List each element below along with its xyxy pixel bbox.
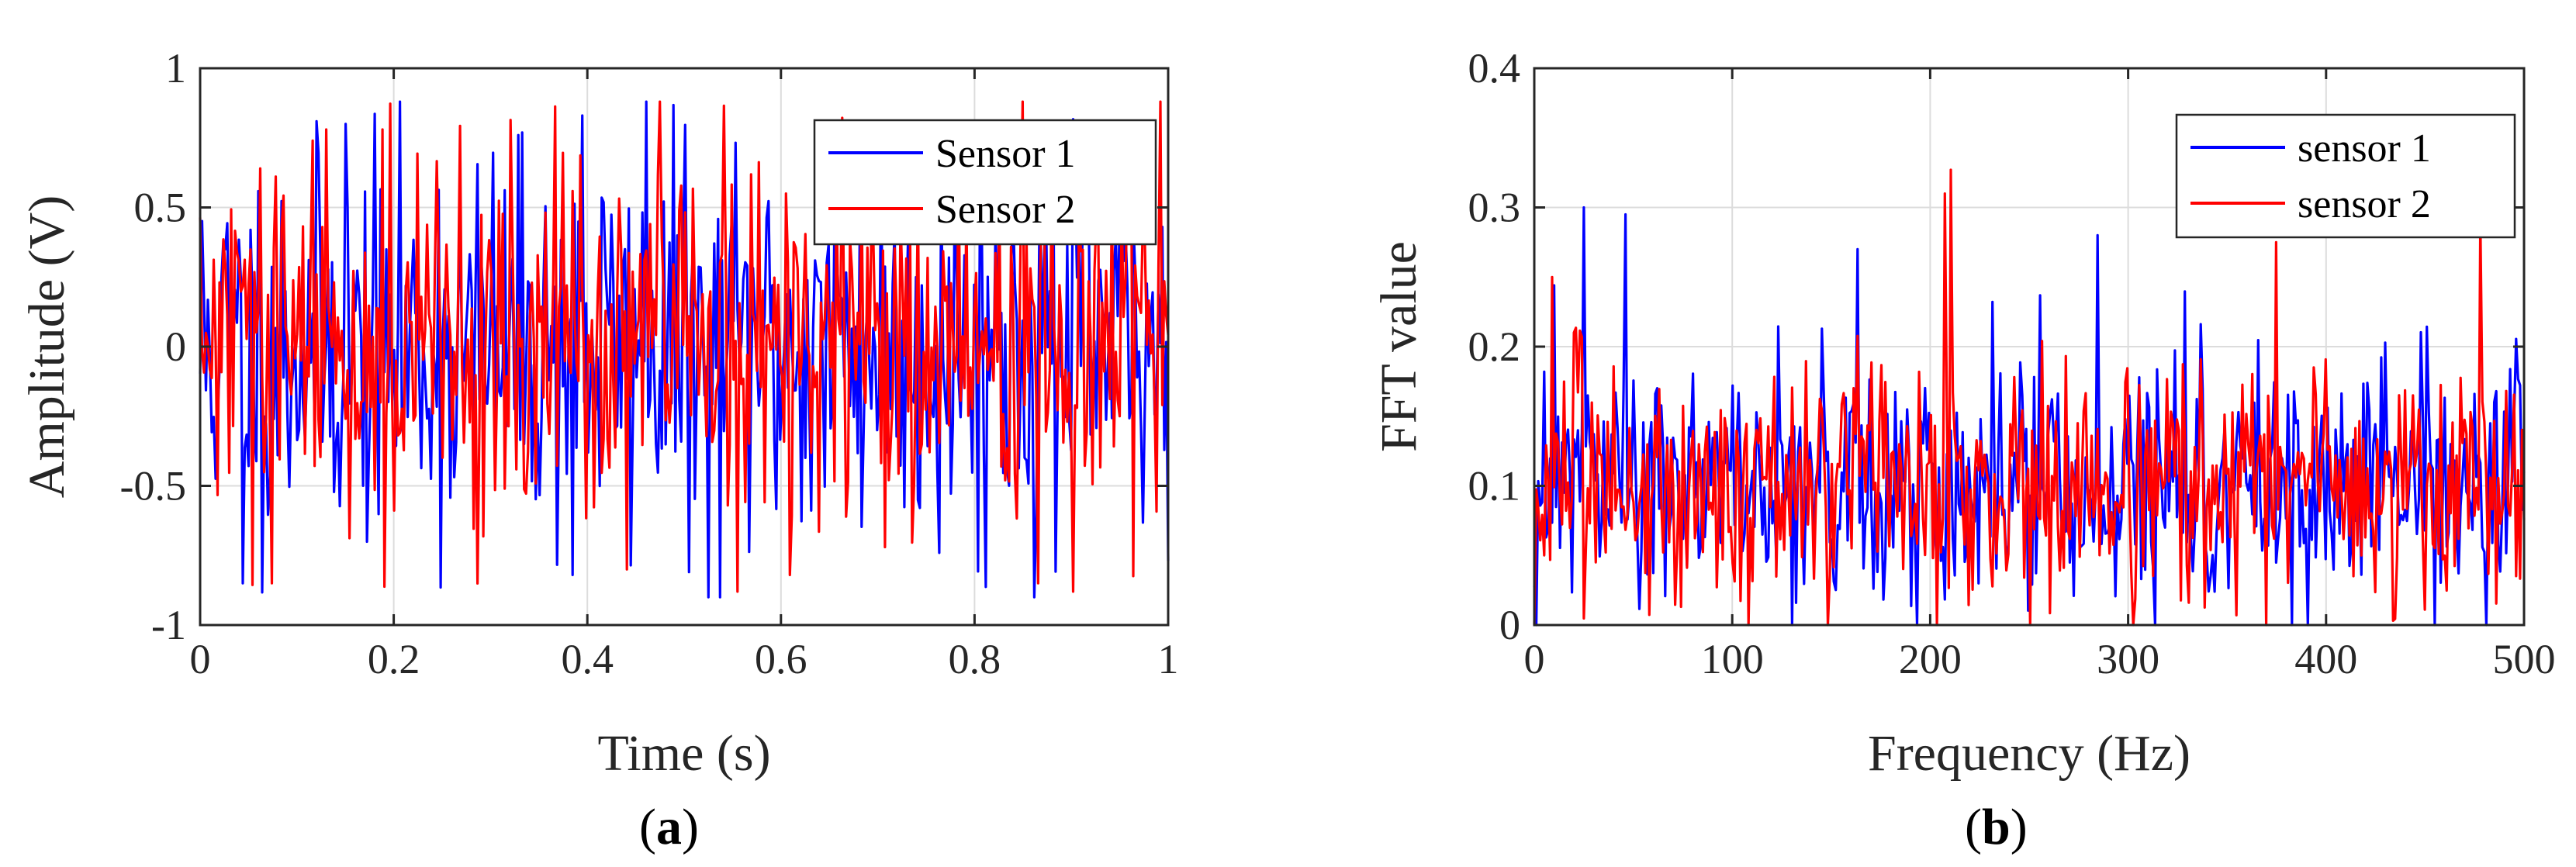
series-line-1 [199, 100, 1170, 599]
legend-label-1: sensor 1 [2298, 126, 2431, 171]
ylabel-a: Amplitude (V) [19, 195, 75, 498]
y-tick-label: -1 [151, 602, 186, 648]
y-tick-label: 0 [1499, 602, 1520, 648]
y-tick-label: 0.4 [1468, 45, 1521, 92]
xlabel-a: Time (s) [597, 725, 770, 782]
panel-label-b: (b) [1965, 799, 2028, 855]
x-tick-label: 1 [1158, 636, 1179, 682]
panel-label-a: (a) [639, 799, 699, 855]
y-tick-label: 0 [165, 323, 186, 370]
plot-b-series [1533, 168, 2526, 627]
x-tick-label: 300 [2097, 636, 2159, 682]
y-tick-label: 0.3 [1468, 185, 1521, 231]
legend-b: sensor 1 sensor 2 [2175, 113, 2516, 239]
x-tick-label: 0.2 [368, 636, 420, 682]
panel-letter-a: a [656, 799, 682, 855]
x-tick-label: 0.4 [561, 636, 614, 682]
panel-a: 0 0.2 0.4 0.6 0.8 1-1-0.500.51 Sensor 1Sensor… [19, 45, 1179, 855]
y-tick-label: 0.1 [1468, 463, 1521, 509]
y-tick-label: 0.2 [1468, 323, 1521, 370]
x-tick-label: 0 [1524, 636, 1545, 682]
y-tick-label: -0.5 [120, 463, 186, 509]
ticks-b: 0 100 200 300 400 500 0 0.1 0.2 0.3 0.4 [1468, 45, 2556, 682]
legend-label-2: sensor 2 [2298, 182, 2431, 226]
xlabel-b: Frequency (Hz) [1868, 725, 2190, 782]
legend-a: Sensor 1 Sensor 2 [813, 119, 1157, 246]
series-line-2 [1533, 168, 2526, 627]
legend-box [813, 119, 1157, 246]
legend-box [2175, 113, 2516, 239]
plot-a-series [199, 100, 1170, 599]
x-tick-label: 0.8 [949, 636, 1001, 682]
ticks-a: 0 0.2 0.4 0.6 0.8 1 -1 -0.5 0 0.5 1 [120, 45, 1179, 682]
x-tick-label: 500 [2493, 636, 2556, 682]
x-tick-label: 200 [1899, 636, 1962, 682]
ylabel-b: FFT value [1371, 241, 1427, 452]
y-tick-label: 0.5 [134, 185, 187, 231]
legend-label-1: Sensor 1 [935, 132, 1076, 176]
legend-label-2: Sensor 2 [935, 188, 1076, 232]
y-tick-label: 1 [165, 45, 186, 92]
x-tick-label: 400 [2294, 636, 2357, 682]
x-tick-label: 100 [1701, 636, 1764, 682]
series-line-2 [199, 100, 1170, 593]
x-tick-label: 0.6 [755, 636, 807, 682]
x-tick-label: 0 [190, 636, 211, 682]
panel-letter-b: b [1982, 799, 2011, 855]
